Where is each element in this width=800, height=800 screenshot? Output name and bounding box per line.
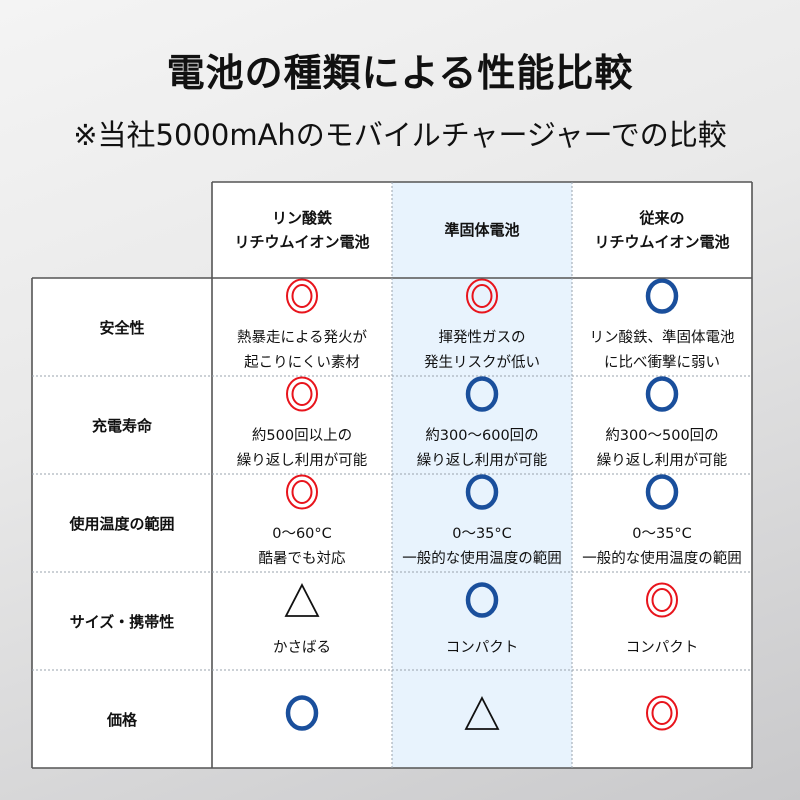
table-cell: 約500回以上の 繰り返し利用が可能 xyxy=(212,376,392,474)
table-cell: コンパクト xyxy=(572,572,752,670)
cell-text: 揮発性ガスの xyxy=(438,330,526,346)
table-cell xyxy=(572,670,752,768)
cell-text: 一般的な使用温度の範囲 xyxy=(402,551,562,567)
triangle-icon xyxy=(284,582,320,618)
cell-text: コンパクト xyxy=(625,639,699,656)
table-cell: 約300〜500回の 繰り返し利用が可能 xyxy=(572,376,752,474)
table-cell: コンパクト xyxy=(392,572,572,670)
cell-text: リン酸鉄、準固体電池 xyxy=(589,330,735,346)
cell-text: 0〜35°C xyxy=(632,526,692,542)
row-header: 安全性 xyxy=(32,278,212,376)
row-header: 価格 xyxy=(32,670,212,768)
table-cell xyxy=(212,670,392,768)
double-circle-icon xyxy=(644,582,680,618)
cell-text: 酷暑でも対応 xyxy=(258,551,346,567)
cell-text: 熱暴走による発火が xyxy=(236,330,368,346)
cell-text: 約300〜500回の xyxy=(605,428,719,444)
row-header: 使用温度の範囲 xyxy=(32,474,212,572)
cell-text: 起こりにくい素材 xyxy=(244,355,360,371)
circle-icon xyxy=(644,376,680,412)
table-cell: リン酸鉄、準固体電池 に比べ衝撃に弱い xyxy=(572,278,752,376)
circle-icon xyxy=(644,474,680,510)
table-cell: 約300〜600回の 繰り返し利用が可能 xyxy=(392,376,572,474)
double-circle-icon xyxy=(464,278,500,314)
cell-text: 繰り返し利用が可能 xyxy=(416,453,548,469)
double-circle-icon xyxy=(644,695,680,731)
cell-text: 発生リスクが低い xyxy=(424,355,540,371)
cell-text: かさばる xyxy=(273,639,331,656)
table-cell xyxy=(392,670,572,768)
triangle-icon xyxy=(464,695,500,731)
row-header: 充電寿命 xyxy=(32,376,212,474)
cell-text: 約500回以上の xyxy=(251,428,353,444)
row-header: サイズ・携帯性 xyxy=(32,572,212,670)
double-circle-icon xyxy=(284,474,320,510)
circle-icon xyxy=(464,581,500,618)
circle-icon xyxy=(464,376,500,412)
page-title: 電池の種類による性能比較 xyxy=(166,51,634,95)
double-circle-icon xyxy=(284,278,320,314)
table-cell: 0〜35°C 一般的な使用温度の範囲 xyxy=(392,474,572,572)
cell-text: に比べ衝撃に弱い xyxy=(604,355,720,371)
table-cell: 0〜60°C 酷暑でも対応 xyxy=(212,474,392,572)
cell-text: 繰り返し利用が可能 xyxy=(236,453,368,469)
cell-text: コンパクト xyxy=(445,639,519,656)
column-header: 準固体電池 xyxy=(392,182,572,278)
page-subtitle: ※当社5000mAhのモバイルチャージャーでの比較 xyxy=(73,118,727,152)
cell-text: 約300〜600回の xyxy=(425,428,539,444)
circle-icon xyxy=(644,278,680,314)
column-header-line: 従来の xyxy=(639,209,685,227)
cell-text: 一般的な使用温度の範囲 xyxy=(582,551,742,567)
cell-text: 0〜35°C xyxy=(452,526,512,542)
circle-icon xyxy=(464,474,500,510)
column-header: 従来のリチウムイオン電池 xyxy=(572,182,752,278)
circle-icon xyxy=(284,695,320,731)
column-header: リン酸鉄リチウムイオン電池 xyxy=(212,182,392,278)
column-header-line: リチウムイオン電池 xyxy=(234,233,370,251)
table-cell: かさばる xyxy=(212,572,392,670)
table-cell: 熱暴走による発火が 起こりにくい素材 xyxy=(212,278,392,376)
cell-text: 0〜60°C xyxy=(272,526,332,542)
column-header-line: リン酸鉄 xyxy=(271,209,332,227)
double-circle-icon xyxy=(284,376,320,412)
cell-text: 繰り返し利用が可能 xyxy=(596,453,728,469)
column-header-line: リチウムイオン電池 xyxy=(594,233,730,251)
table-cell: 0〜35°C 一般的な使用温度の範囲 xyxy=(572,474,752,572)
table-cell: 揮発性ガスの 発生リスクが低い xyxy=(392,278,572,376)
column-header-line: 準固体電池 xyxy=(444,221,520,239)
